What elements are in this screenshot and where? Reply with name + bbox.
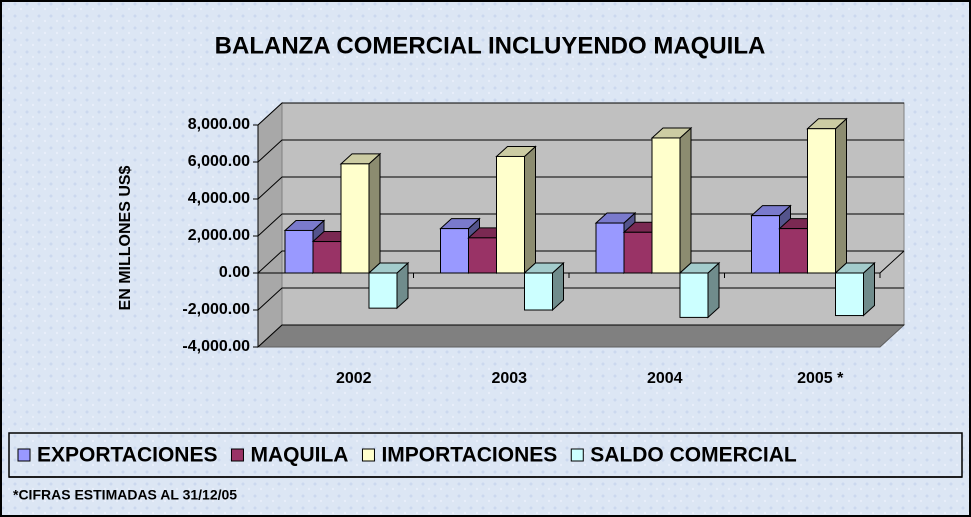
bar-front — [679, 272, 709, 318]
y-axis-label: EN MILLONES US$ — [117, 165, 134, 310]
bar-front — [807, 128, 836, 274]
bar — [806, 117, 848, 275]
bar — [523, 261, 565, 312]
grid-line — [257, 139, 904, 163]
floor — [256, 324, 906, 348]
bar-side — [524, 145, 536, 275]
bar-side — [368, 152, 381, 275]
y-tick-label: 2,000.00 — [188, 227, 250, 244]
bar-front — [751, 215, 780, 274]
bar-side — [679, 126, 692, 275]
x-tick-label: 2005 * — [797, 370, 844, 387]
bar-front — [651, 137, 681, 274]
y-tick-label: 0.00 — [219, 264, 250, 281]
grid-line — [257, 213, 904, 237]
legend-swatch — [230, 448, 244, 462]
y-tick-label: 4,000.00 — [188, 190, 250, 207]
y-tick-label: 8,000.00 — [188, 116, 250, 133]
x-tick-label: 2004 — [647, 370, 683, 387]
grid-line — [257, 324, 904, 348]
legend-label: SALDO COMERCIAL — [590, 444, 797, 467]
grid-line — [257, 250, 904, 274]
grid-line — [257, 102, 904, 126]
bar-front — [312, 241, 342, 274]
bar-front — [623, 231, 653, 274]
legend-label: IMPORTACIONES — [381, 444, 557, 467]
legend-label: MAQUILA — [250, 444, 348, 467]
y-tick-label: -2,000.00 — [182, 301, 250, 318]
bar-front — [284, 229, 314, 274]
grid-line — [257, 176, 904, 200]
bar-front — [368, 272, 398, 309]
bar-front — [496, 155, 525, 274]
y-tick-label: -4,000.00 — [182, 338, 250, 355]
legend-swatch — [361, 448, 375, 462]
y-tick-label: 6,000.00 — [188, 153, 250, 170]
bar-front — [595, 222, 625, 274]
bar — [678, 261, 721, 319]
bar-front — [440, 228, 469, 274]
bar — [339, 152, 382, 275]
bar — [367, 261, 410, 310]
legend-swatch — [570, 448, 584, 462]
bar — [495, 145, 537, 275]
bar-front — [835, 272, 864, 317]
bar-front — [468, 237, 497, 274]
chart-title: BALANZA COMERCIAL INCLUYENDO MAQUILA — [215, 32, 766, 59]
x-tick-label: 2003 — [491, 370, 527, 387]
bar-front — [779, 228, 808, 274]
bar-front — [524, 272, 553, 311]
bar-front — [340, 163, 370, 274]
legend-label: EXPORTACIONES — [37, 444, 217, 467]
bar — [834, 261, 876, 317]
footnote: *CIFRAS ESTIMADAS AL 31/12/05 — [13, 487, 237, 503]
bar-side — [835, 117, 847, 275]
x-tick-label: 2002 — [336, 370, 372, 387]
legend-swatch — [17, 448, 31, 462]
bar — [650, 126, 693, 275]
